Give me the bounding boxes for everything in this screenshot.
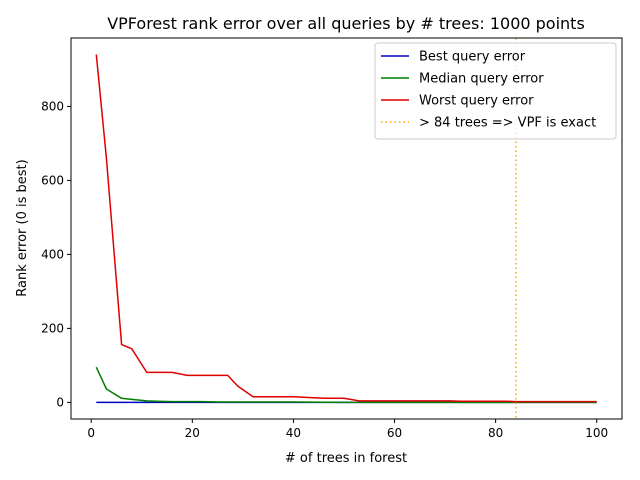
series-line-worst-query-error xyxy=(95,54,597,403)
legend: Best query error Median query error Worst … xyxy=(374,42,617,140)
x-tick-label: 20 xyxy=(185,426,200,440)
series-line-median-query-error xyxy=(95,366,597,404)
ticks-layer: 0 20 40 60 80 100 0 200 400 600 800 xyxy=(41,99,608,440)
legend-frame xyxy=(374,42,617,140)
legend-label: > 84 trees => VPF is exact xyxy=(419,116,596,131)
x-tick-label: 0 xyxy=(87,426,95,440)
y-tick-label: 400 xyxy=(41,247,64,261)
x-tick-label: 60 xyxy=(387,426,402,440)
legend-entries: Best query error Median query error Worst … xyxy=(381,50,596,131)
y-tick-label: 0 xyxy=(56,395,64,409)
y-axis-label: Rank error (0 is best) xyxy=(15,159,30,296)
y-tick-label: 600 xyxy=(41,173,64,187)
legend-label: Best query error xyxy=(419,50,526,65)
legend-label: Worst query error xyxy=(419,94,534,109)
x-tick-label: 40 xyxy=(286,426,301,440)
y-tick-label: 800 xyxy=(41,99,64,113)
chart-title: VPForest rank error over all queries by … xyxy=(107,14,585,33)
axes-frame xyxy=(70,37,623,420)
y-tick-label: 200 xyxy=(41,321,64,335)
x-axis-label: # of trees in forest xyxy=(285,451,407,466)
x-tick-label: 100 xyxy=(585,426,608,440)
legend-label: Median query error xyxy=(419,72,544,87)
x-tick-label: 80 xyxy=(488,426,503,440)
